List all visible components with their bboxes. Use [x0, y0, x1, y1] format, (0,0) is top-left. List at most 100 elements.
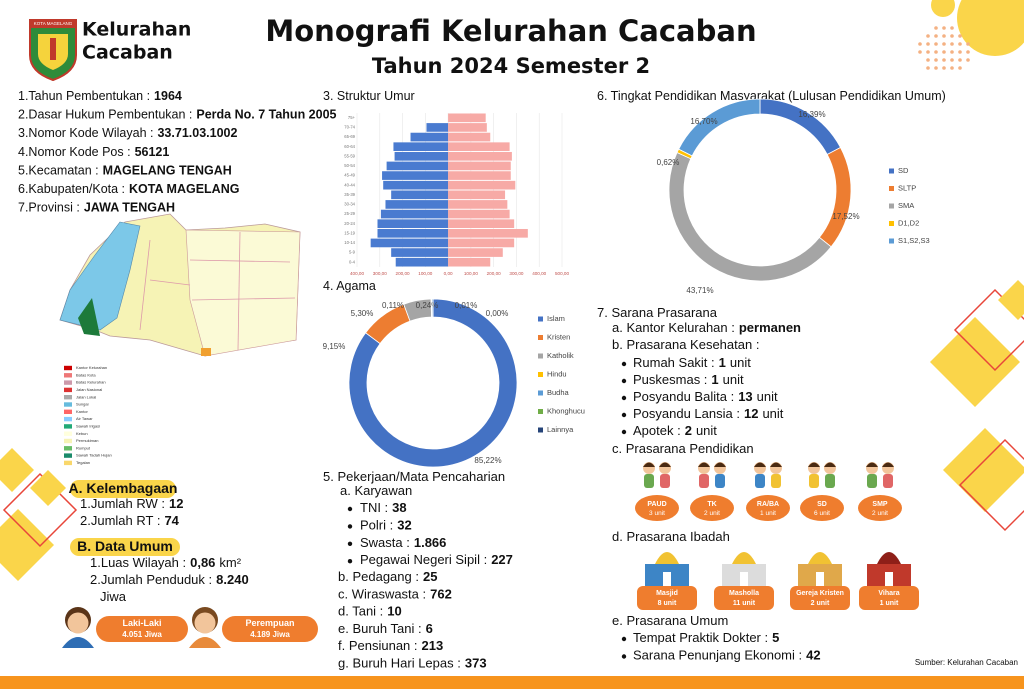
- decoration: [950, 50, 954, 54]
- bar: [448, 238, 515, 248]
- decoration: [59, 221, 141, 331]
- decoration: [149, 279, 191, 286]
- text-label: Masholla: [729, 590, 759, 597]
- source-note: Sumber: Kelurahan Cacaban: [915, 658, 1018, 667]
- gender-value: 4.051 Jiwa: [122, 630, 162, 639]
- legend-swatch: [538, 316, 543, 322]
- decoration: [918, 50, 922, 54]
- text-value: 6: [426, 621, 433, 636]
- text-line: Rumah Sakit : 1 unit: [633, 355, 751, 370]
- text-value: 32: [397, 518, 411, 533]
- text-value: 33.71.03.1002: [157, 126, 237, 140]
- x-tick-label: 200,00: [396, 271, 410, 276]
- decoration: [715, 474, 725, 488]
- legend-label: S1,S2,S3: [898, 236, 930, 245]
- text-line: 4.Nomor Kode Pos : 56121: [18, 145, 169, 159]
- text-value: JAWA TENGAH: [84, 201, 175, 215]
- text-label: Perempuan: [245, 618, 294, 628]
- legend-label: SMA: [898, 201, 914, 210]
- decoration: [64, 365, 72, 371]
- text-label: 1 unit: [760, 510, 776, 517]
- text-label: 4. Agama: [323, 279, 376, 293]
- decoration: [859, 586, 919, 610]
- decoration: [347, 524, 353, 529]
- bar: [386, 161, 449, 171]
- badge-name: PAUD: [647, 501, 666, 508]
- decoration: [347, 541, 353, 546]
- decoration: [185, 229, 301, 357]
- y-tick-label: 65-69: [344, 134, 355, 139]
- text-label: g. Buruh Hari Lepas :: [338, 656, 461, 671]
- legend-swatch: [889, 168, 894, 174]
- map-legend-label: Jalan Nasional: [76, 387, 102, 392]
- map-legend-label: Sawah Irigasi: [76, 423, 100, 428]
- decoration: [934, 42, 938, 46]
- map-legend-label: Kantor: [76, 409, 88, 414]
- text-value: 25: [423, 569, 437, 584]
- decoration: [942, 34, 946, 38]
- legend-label: Lainnya: [547, 425, 574, 434]
- decoration: [942, 50, 946, 54]
- text-label: 2.Jumlah Penduduk :: [90, 572, 212, 587]
- bar: [448, 257, 491, 267]
- text-line: e. Prasarana Umum: [612, 613, 728, 628]
- bar: [448, 132, 491, 142]
- text-line: Jiwa: [100, 589, 127, 604]
- text-label: km²: [219, 555, 241, 570]
- text-line: 7.Provinsi : JAWA TENGAH: [18, 201, 175, 215]
- text-value: 38: [392, 500, 406, 515]
- donut-slice: [348, 298, 518, 468]
- section-badge: B. Data Umum: [77, 538, 173, 554]
- text-value: 74: [164, 513, 179, 528]
- text-line: Puskesmas : 1 unit: [633, 372, 744, 387]
- text-line: 5.Kecamatan : MAGELANG TENGAH: [18, 164, 232, 178]
- text-label: unit: [696, 423, 717, 438]
- decoration: [966, 58, 970, 62]
- text-label: Tempat Praktik Dokter :: [633, 630, 768, 645]
- decoration: [189, 259, 291, 263]
- y-tick-label: 25-29: [344, 211, 355, 216]
- legend-swatch: [889, 186, 894, 191]
- decoration: [699, 474, 709, 488]
- decoration: [70, 538, 180, 556]
- decoration: [64, 409, 72, 414]
- decoration: [0, 448, 34, 492]
- text-label: 1.Luas Wilayah :: [90, 555, 186, 570]
- decoration: [70, 480, 176, 498]
- y-tick-label: 45-49: [344, 173, 355, 178]
- decoration: [64, 431, 72, 436]
- decoration: [926, 34, 930, 38]
- decoration: [635, 495, 679, 521]
- legend-swatch: [889, 203, 894, 209]
- text-label: unit: [723, 372, 744, 387]
- decoration: [621, 378, 627, 384]
- decoration: [714, 462, 726, 467]
- decoration: [926, 50, 930, 54]
- decoration: [809, 474, 819, 488]
- text-value: 2: [685, 423, 692, 438]
- bar: [448, 190, 506, 200]
- data-label: 43,71%: [686, 286, 713, 295]
- bar: [448, 161, 511, 171]
- decoration: [808, 462, 820, 467]
- map-legend-label: Air Tawar: [76, 416, 93, 421]
- text-value: 1: [711, 372, 718, 387]
- text-label: 2.Dasar Hukum Pembentukan :: [18, 108, 192, 122]
- data-label: 5,30%: [351, 309, 374, 318]
- legend-label: Hindu: [547, 369, 567, 378]
- decoration: [926, 66, 930, 70]
- map-legend-label: Batas Kelurahan: [76, 380, 106, 385]
- text-label: Posyandu Lansia :: [633, 406, 740, 421]
- decoration: [867, 474, 877, 488]
- decoration: [883, 474, 893, 488]
- text-value: 10: [387, 604, 401, 619]
- decoration: [930, 317, 1020, 407]
- legend-swatch: [538, 390, 543, 396]
- text-value: 1.866: [414, 535, 447, 550]
- text-value: 12: [169, 496, 183, 511]
- decoration: [64, 446, 72, 451]
- y-tick-label: 30-34: [344, 202, 355, 207]
- text-label: Jiwa: [100, 589, 127, 604]
- x-tick-label: 100,00: [418, 271, 432, 276]
- text-value: permanen: [739, 320, 801, 335]
